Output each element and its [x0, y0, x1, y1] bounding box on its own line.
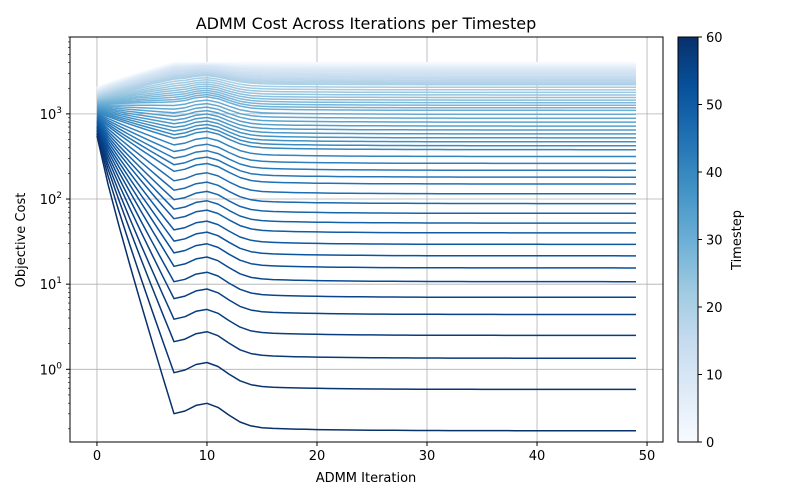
series-line — [96, 112, 636, 158]
series-line — [96, 67, 636, 94]
series-line — [96, 119, 636, 215]
y-tick-label: 100 — [40, 361, 63, 378]
x-axis-label: ADMM Iteration — [316, 471, 417, 486]
series-line — [96, 69, 636, 96]
colorbar-ticks: 0 10 20 30 40 50 60 — [698, 31, 723, 451]
series-line — [96, 111, 636, 151]
series-line — [96, 79, 636, 100]
y-tick-label: 103 — [40, 106, 62, 123]
series-line — [96, 115, 636, 178]
series-line — [96, 129, 636, 316]
series-line — [96, 120, 636, 224]
series-line — [96, 124, 636, 257]
colorbar-tick-label: 20 — [706, 301, 723, 316]
series-line — [96, 83, 636, 101]
series-line — [96, 108, 636, 139]
series-line — [96, 125, 636, 269]
series-line — [96, 135, 636, 432]
series-line — [96, 71, 636, 97]
series-line — [96, 65, 636, 93]
chart-title: ADMM Cost Across Iterations per Timestep — [196, 14, 537, 33]
series-line — [96, 116, 636, 185]
colorbar-tick-label: 10 — [706, 369, 723, 384]
x-tick-label: 40 — [529, 449, 546, 464]
series-line — [96, 72, 636, 98]
colorbar — [677, 36, 699, 443]
x-tick-label: 10 — [199, 449, 216, 464]
series-line — [96, 85, 636, 102]
y-tick-label: 102 — [40, 191, 62, 208]
series-line — [96, 106, 636, 127]
series-line — [96, 89, 636, 104]
series-line — [96, 132, 636, 359]
series-line — [96, 128, 636, 299]
series-line — [96, 66, 636, 94]
series-line — [96, 107, 636, 131]
y-tick-label: 101 — [40, 276, 62, 293]
series-line — [96, 91, 636, 106]
series-line — [96, 93, 636, 109]
x-tick-label: 0 — [93, 449, 101, 464]
series-line — [96, 70, 636, 96]
series-line — [96, 118, 636, 205]
series-line — [96, 122, 636, 246]
series-line — [96, 95, 636, 112]
series-line — [96, 131, 636, 337]
series-line — [96, 68, 636, 95]
series-line — [96, 105, 636, 123]
series-line — [96, 113, 636, 165]
series-line — [96, 107, 636, 135]
series-line — [96, 81, 636, 101]
y-axis-label: Objective Cost — [14, 193, 29, 288]
series-line — [96, 99, 636, 116]
x-axis-ticks: 0 10 20 30 40 50 — [93, 442, 656, 464]
series-line — [96, 72, 636, 97]
series-line — [96, 109, 636, 143]
x-tick-label: 30 — [419, 449, 436, 464]
colorbar-label: Timestep — [730, 210, 745, 271]
x-tick-label: 50 — [639, 449, 656, 464]
series-line — [96, 76, 636, 100]
y-axis-ticks: 100 101 102 103 — [40, 36, 70, 430]
colorbar-tick-label: 60 — [706, 31, 723, 46]
series-line — [96, 117, 636, 195]
series-line — [96, 134, 636, 391]
series-line — [96, 102, 636, 119]
series-line — [96, 73, 636, 98]
series-line — [96, 110, 636, 147]
colorbar-tick-label: 0 — [706, 436, 714, 451]
series-line — [96, 74, 636, 99]
colorbar-tick-label: 40 — [706, 166, 723, 181]
series-line — [96, 126, 636, 283]
plot-frame — [69, 36, 664, 443]
series-lines — [96, 61, 636, 432]
x-tick-label: 20 — [309, 449, 326, 464]
series-line — [96, 121, 636, 234]
colorbar-tick-label: 50 — [706, 99, 723, 114]
series-line — [96, 87, 636, 103]
series-line — [96, 114, 636, 172]
colorbar-tick-label: 30 — [706, 234, 723, 249]
